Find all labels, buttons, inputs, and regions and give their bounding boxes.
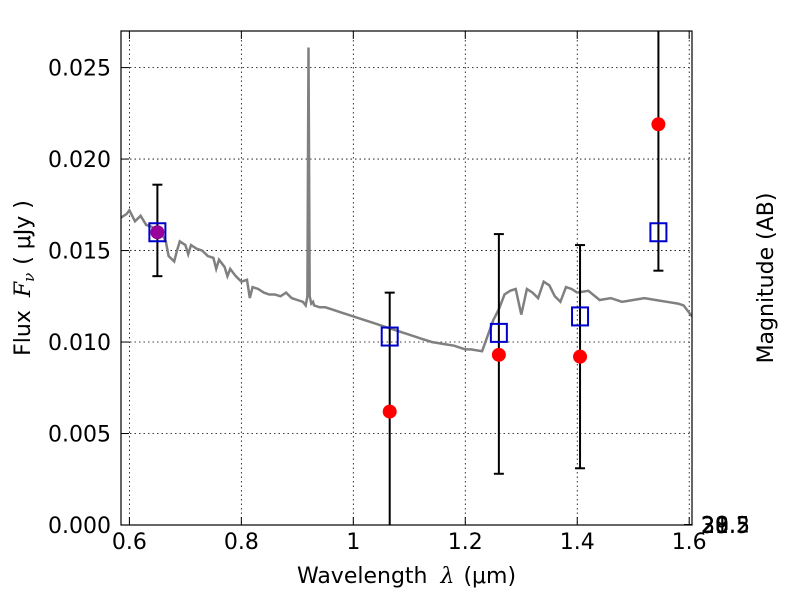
y-tick-label: 0.020 bbox=[48, 148, 111, 173]
x-axis-label: Wavelength λ (μm) bbox=[297, 564, 516, 589]
plot-area bbox=[121, 31, 692, 525]
y-tick-label: 0.010 bbox=[48, 331, 111, 356]
x-tick-label: 0.6 bbox=[112, 530, 147, 555]
x-tick-label: 1 bbox=[346, 530, 360, 555]
model-square bbox=[571, 306, 590, 327]
observed-point bbox=[491, 347, 506, 362]
model-square bbox=[489, 322, 508, 343]
y-axis-label: Flux Fν( μJy ) bbox=[11, 200, 38, 356]
observed-point bbox=[573, 349, 588, 364]
magnitude-tick-label: 30 bbox=[701, 514, 729, 539]
observed-point bbox=[651, 117, 666, 132]
y-tick-label: 0.015 bbox=[48, 240, 111, 265]
x-tick-label: 1.2 bbox=[448, 530, 483, 555]
model-square bbox=[148, 222, 167, 243]
x-tick-label: 0.8 bbox=[224, 530, 259, 555]
y-tick-label: 0.005 bbox=[48, 423, 111, 448]
magnitude-tick-label: 28.5 bbox=[701, 514, 750, 539]
x-tick-label: 1.4 bbox=[560, 530, 595, 555]
observed-point bbox=[382, 404, 397, 419]
y-tick-label: 0.025 bbox=[48, 57, 111, 82]
spectrum-line bbox=[121, 47, 692, 353]
magnitude-tick-label: 29 bbox=[701, 514, 729, 539]
plot-frame bbox=[120, 30, 693, 526]
grid bbox=[121, 31, 692, 526]
x-tick-label: 1.6 bbox=[672, 530, 707, 555]
magnitude-tick-label: 29.5 bbox=[701, 514, 750, 539]
observed-point bbox=[150, 225, 165, 240]
magnitude-tick-label: 28 bbox=[701, 514, 729, 539]
y-tick-label: 0.000 bbox=[48, 514, 111, 539]
model-square bbox=[380, 326, 399, 347]
axes: 0.6 0.8 1 1.2 1.4 1.6 0.000 0.005 0.010 0.015 0.02… bbox=[48, 30, 750, 555]
magnitude-tick-label: 28.2 bbox=[701, 514, 750, 539]
magnitude-axis-label: Magnitude (AB) bbox=[754, 193, 779, 364]
magnitude-tick-label: 31 bbox=[701, 514, 729, 539]
model-square bbox=[649, 222, 668, 243]
